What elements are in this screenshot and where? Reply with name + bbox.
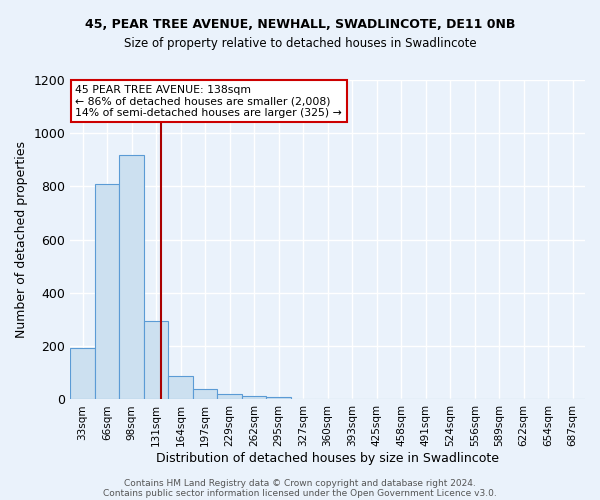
Text: Size of property relative to detached houses in Swadlincote: Size of property relative to detached ho… <box>124 38 476 51</box>
Bar <box>242 396 266 400</box>
X-axis label: Distribution of detached houses by size in Swadlincote: Distribution of detached houses by size … <box>156 452 499 465</box>
Bar <box>266 397 291 400</box>
Bar <box>70 348 95 400</box>
Text: 45, PEAR TREE AVENUE, NEWHALL, SWADLINCOTE, DE11 0NB: 45, PEAR TREE AVENUE, NEWHALL, SWADLINCO… <box>85 18 515 30</box>
Bar <box>193 390 217 400</box>
Bar <box>144 321 169 400</box>
Text: 45 PEAR TREE AVENUE: 138sqm
← 86% of detached houses are smaller (2,008)
14% of : 45 PEAR TREE AVENUE: 138sqm ← 86% of det… <box>76 85 342 118</box>
Bar <box>119 154 144 400</box>
Y-axis label: Number of detached properties: Number of detached properties <box>15 141 28 338</box>
Text: Contains public sector information licensed under the Open Government Licence v3: Contains public sector information licen… <box>103 488 497 498</box>
Bar <box>95 184 119 400</box>
Bar <box>217 394 242 400</box>
Text: Contains HM Land Registry data © Crown copyright and database right 2024.: Contains HM Land Registry data © Crown c… <box>124 478 476 488</box>
Bar <box>169 376 193 400</box>
